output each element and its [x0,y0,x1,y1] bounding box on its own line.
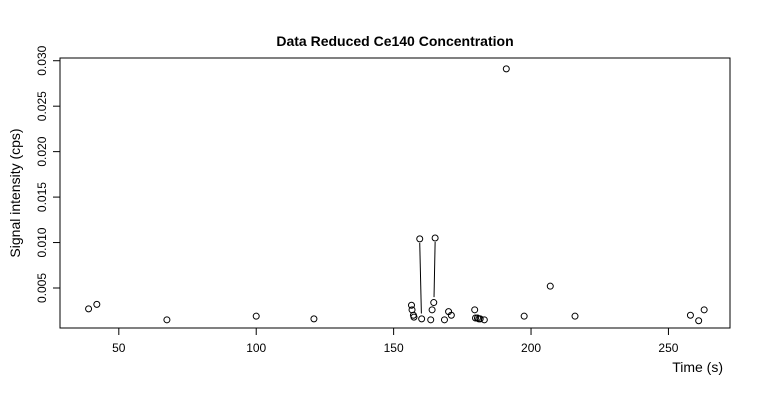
connector-line [433,241,436,298]
data-point [447,311,455,319]
data-point [502,65,510,73]
data-point [480,316,488,324]
plot-frame [59,57,731,329]
x-tick-label: 100 [246,341,266,355]
x-tick-label: 50 [112,341,126,355]
x-tick-label: 250 [658,341,678,355]
y-axis-label: Signal intensity (cps) [7,128,23,257]
data-point [546,282,554,290]
data-point [252,312,260,320]
data-point [430,299,438,307]
y-tick-label: 0.005 [35,273,49,303]
data-point [427,316,435,324]
data-point [416,235,424,243]
data-point [472,314,480,322]
x-axis-label: Time (s) [672,359,723,375]
data-point [85,305,93,313]
data-point [410,313,418,321]
x-axis: 50 100 150 200 250 [112,328,679,355]
y-tick-label: 0.025 [35,91,49,121]
chart-title: Data Reduced Ce140 Concentration [276,33,513,49]
data-point [440,316,448,324]
data-point [686,311,694,319]
data-point [476,315,484,323]
data-point [471,306,479,314]
data-point [407,301,415,309]
y-axis: 0.005 0.010 0.015 0.020 0.025 0.030 [35,45,60,303]
y-tick-label: 0.030 [35,45,49,75]
data-points [85,65,708,325]
data-point [695,317,703,325]
data-point [431,234,439,242]
y-tick-label: 0.015 [35,182,49,212]
data-point [571,312,579,320]
y-tick-label: 0.010 [35,227,49,257]
connector-line [419,242,422,314]
data-point [418,315,426,323]
connector-segments [419,241,436,314]
x-tick-label: 200 [521,341,541,355]
data-point [428,306,436,314]
y-tick-label: 0.020 [35,136,49,166]
data-point [520,312,528,320]
data-point [163,316,171,324]
data-point [700,306,708,314]
x-tick-label: 150 [384,341,404,355]
data-point [93,300,101,308]
data-point [310,315,318,323]
